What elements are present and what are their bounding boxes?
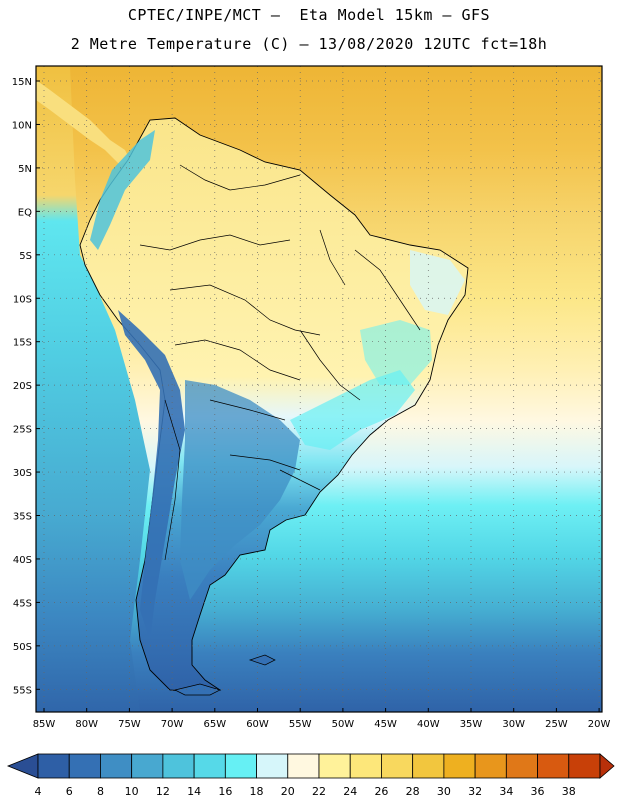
colorbar-legend: 4 6 8 10 12 14 16 18 20 22 24 26 28 30 32 34 36 38 [6, 753, 615, 798]
colorbar-label: 26 [374, 785, 388, 798]
colorbar-label: 18 [250, 785, 264, 798]
colorbar-under-arrow [6, 753, 39, 779]
colorbar-label: 30 [437, 785, 451, 798]
latitude-label: 5N [18, 164, 32, 175]
latitude-label: 45S [13, 598, 32, 609]
latitude-label: 25S [13, 425, 32, 436]
longitude-label: 40W [417, 719, 440, 730]
colorbar-label: 12 [156, 785, 170, 798]
latitude-label: 10N [12, 120, 32, 131]
longitude-label: 70W [161, 719, 184, 730]
colorbar-swatch [162, 753, 195, 779]
colorbar-swatch [224, 753, 257, 779]
colorbar-label: 16 [218, 785, 232, 798]
central-america-land [36, 80, 130, 165]
colorbar-label: 20 [281, 785, 295, 798]
colorbar-label: 8 [97, 785, 104, 798]
colorbar-label: 28 [406, 785, 420, 798]
colorbar-swatch [537, 753, 570, 779]
longitude-labels: 85W 80W 75W 70W 65W 60W 55W 50W 45W 40W 35W 30W 25W 2… [33, 708, 611, 730]
longitude-label: 45W [374, 719, 397, 730]
colorbar-over-arrow [599, 753, 615, 779]
colorbar-swatch [256, 753, 289, 779]
latitude-label: 40S [13, 555, 32, 566]
colorbar-swatch [443, 753, 476, 779]
colorbar-swatch [474, 753, 507, 779]
longitude-label: 55W [289, 719, 312, 730]
latitude-label: 15N [12, 77, 32, 88]
map-title-line2: 2 Metre Temperature (C) – 13/08/2020 12U… [70, 35, 548, 53]
graticule [36, 66, 602, 712]
longitude-label: 50W [332, 719, 355, 730]
latitude-label: 50S [13, 642, 32, 653]
latitude-label: EQ [18, 207, 32, 218]
colorbar-swatch [37, 753, 70, 779]
map-frame [35, 65, 603, 713]
colorbar-swatch [505, 753, 538, 779]
colorbar-label: 32 [468, 785, 482, 798]
longitude-label: 65W [203, 719, 226, 730]
map-title-line1: CPTEC/INPE/MCT – Eta Model 15km – GFS [127, 6, 491, 24]
colorbar-swatch [68, 753, 101, 779]
latitude-label: 35S [13, 512, 32, 523]
colorbar-label: 14 [187, 785, 201, 798]
longitude-label: 85W [33, 719, 56, 730]
pacific-ocean-field [36, 66, 150, 712]
map-field [36, 66, 602, 712]
latitude-label: 5S [19, 251, 32, 262]
longitude-label: 80W [75, 719, 98, 730]
longitude-label: 25W [545, 719, 568, 730]
latitude-labels: 15N 10N 5N EQ 5S 10S 15S 20S 25S 30S 35S 40S 45S 50S 5… [12, 77, 40, 696]
colorbar-label: 4 [35, 785, 42, 798]
longitude-label: 60W [246, 719, 269, 730]
colorbar-swatch [131, 753, 164, 779]
colorbar-label: 34 [499, 785, 513, 798]
latitude-label: 10S [13, 294, 32, 305]
colorbar-swatch [412, 753, 445, 779]
colorbar-swatch [100, 753, 133, 779]
colorbar-label: 36 [531, 785, 545, 798]
colorbar-label: 22 [312, 785, 326, 798]
colorbar-label: 6 [66, 785, 73, 798]
longitude-label: 35W [460, 719, 483, 730]
country-borders [139, 164, 421, 561]
longitude-label: 75W [118, 719, 141, 730]
colorbar-swatch [568, 753, 601, 779]
colorbar-swatch [381, 753, 414, 779]
longitude-label: 30W [502, 719, 525, 730]
colorbar-swatch [193, 753, 226, 779]
colorbar-label: 38 [562, 785, 576, 798]
latitude-label: 15S [13, 338, 32, 349]
colorbar-swatch [318, 753, 351, 779]
latitude-label: 55S [13, 685, 32, 696]
latitude-label: 30S [13, 468, 32, 479]
colorbar-swatch [349, 753, 382, 779]
colorbar-label: 10 [125, 785, 139, 798]
colorbar-label: 24 [343, 785, 357, 798]
latitude-label: 20S [13, 381, 32, 392]
colorbar-swatch [287, 753, 320, 779]
longitude-label: 20W [588, 719, 611, 730]
